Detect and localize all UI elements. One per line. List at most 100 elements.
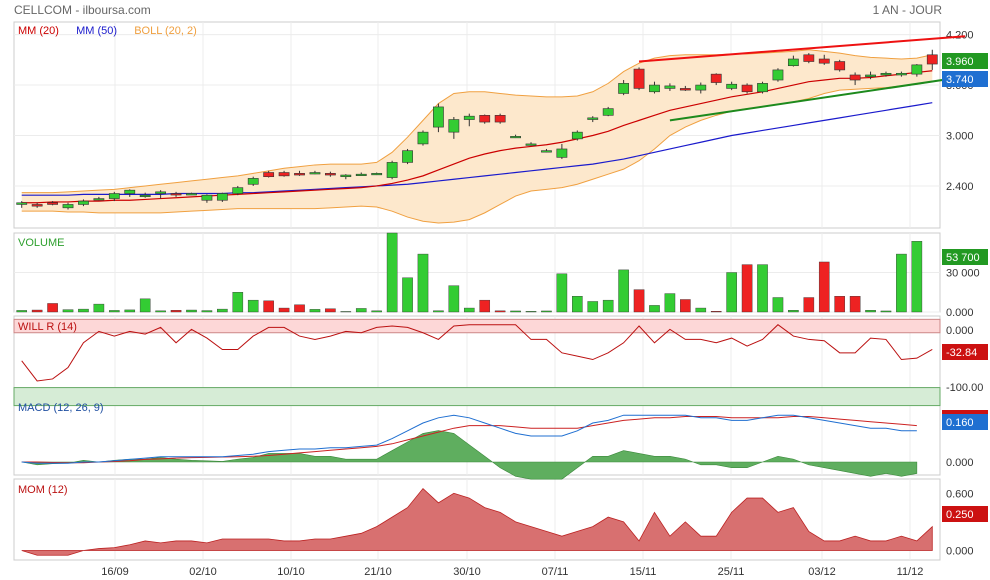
volume-bar [47,303,58,313]
candle-body [710,73,722,83]
volume-bar [78,308,89,313]
volume-bar [849,296,861,313]
candle-body [510,136,521,139]
bollinger-upper-line [21,49,933,194]
candle-body [757,83,768,93]
candle-body [772,69,784,81]
volume-bar [649,305,660,313]
x-tick-label: 10/10 [277,566,305,578]
volume-bar [510,310,521,313]
candle-body [494,115,506,123]
candle-body [479,115,491,123]
volume-bar [602,299,614,313]
volume-bar [541,310,552,313]
x-tick-label: 15/11 [630,566,657,578]
candle-body [433,106,444,128]
candle-body [201,194,213,201]
mm20-line [21,70,933,204]
macd-badge [942,414,988,430]
candle-body [355,173,367,176]
price-y-tick: 2.400 [946,181,974,193]
macd-line [21,414,917,464]
volume-bar [340,311,352,313]
candle-body [263,172,275,178]
candle-body [31,204,43,207]
candle-body [232,187,244,194]
macd-panel-frame [13,396,941,476]
candle-body [216,193,228,201]
volume-bar [695,307,707,313]
candle-body [62,204,74,209]
candle-body [108,193,120,199]
candle-body [139,194,151,198]
candle-body [170,193,182,196]
willr-y-tick: -100.00 [946,382,983,394]
willr-badge [942,344,988,360]
volume-badge [942,249,988,265]
volume-bar [186,309,197,313]
volume-bar [93,303,105,313]
volume-badge-label: 53 700 [946,252,980,264]
volume-bar [710,311,722,313]
period-label[interactable]: 1 AN - JOUR [872,3,942,17]
volume-bar [386,232,398,313]
candle-body [880,72,892,76]
x-tick-label: 02/10 [189,566,217,578]
volume-bar [880,310,892,313]
x-tick-label: 16/09 [101,566,129,578]
volume-bar [170,310,182,313]
volume-bar [633,289,645,313]
candle-body [865,74,876,77]
candle-body [679,88,691,91]
candle-body [602,108,614,116]
x-tick-label: 25/11 [718,566,745,578]
volume-bar [772,297,784,313]
volume-bar [109,310,120,313]
candle-body [803,54,815,62]
candle-body [371,173,383,176]
candle-body [649,84,660,93]
resistance-trendline [638,35,966,63]
oversold-zone [13,387,941,407]
candle-body [16,202,28,205]
volume-bar [726,272,737,313]
volume-bar [479,299,491,313]
candle-body [47,202,58,205]
volume-bar [741,264,753,313]
mom-y-tick: 0.600 [946,488,974,500]
mom-title: MOM (12) [18,484,68,496]
volume-bar [911,241,923,313]
volume-bar [263,300,274,313]
volume-bar [664,293,676,313]
price-y-tick: 3.000 [946,131,974,143]
volume-bar [433,310,444,313]
price-badge-label: 3.740 [946,74,974,86]
candle-body [618,83,630,94]
volume-bar [294,304,305,313]
willr-y-tick: 0.000 [946,325,974,337]
candle-body [787,58,799,67]
volume-bar [371,310,382,313]
volume-bar [16,310,28,313]
candle-body [896,72,907,76]
volume-bar [278,307,290,313]
volume-bar [618,269,629,313]
candle-body [155,191,167,194]
volume-bar [587,301,599,313]
volume-bar [448,285,460,313]
volume-bar [896,253,907,313]
chart-source-title: CELLCOM - ilboursa.com [14,3,151,17]
mom-badge [942,506,988,522]
candle-body [834,61,846,71]
volume-title: VOLUME [18,237,64,249]
macd-y-tick: 0.000 [946,457,974,469]
volume-bar [803,297,815,313]
volume-y-tick: 0.000 [946,307,974,319]
volume-bar [556,273,568,313]
volume-bar [402,277,413,313]
x-tick-label: 03/12 [808,566,836,578]
price-legend-item: BOLL (20, 2) [134,25,197,37]
x-tick-label: 11/12 [897,566,924,578]
macd-title: MACD (12, 26, 9) [18,402,104,414]
candle-body [78,200,89,205]
